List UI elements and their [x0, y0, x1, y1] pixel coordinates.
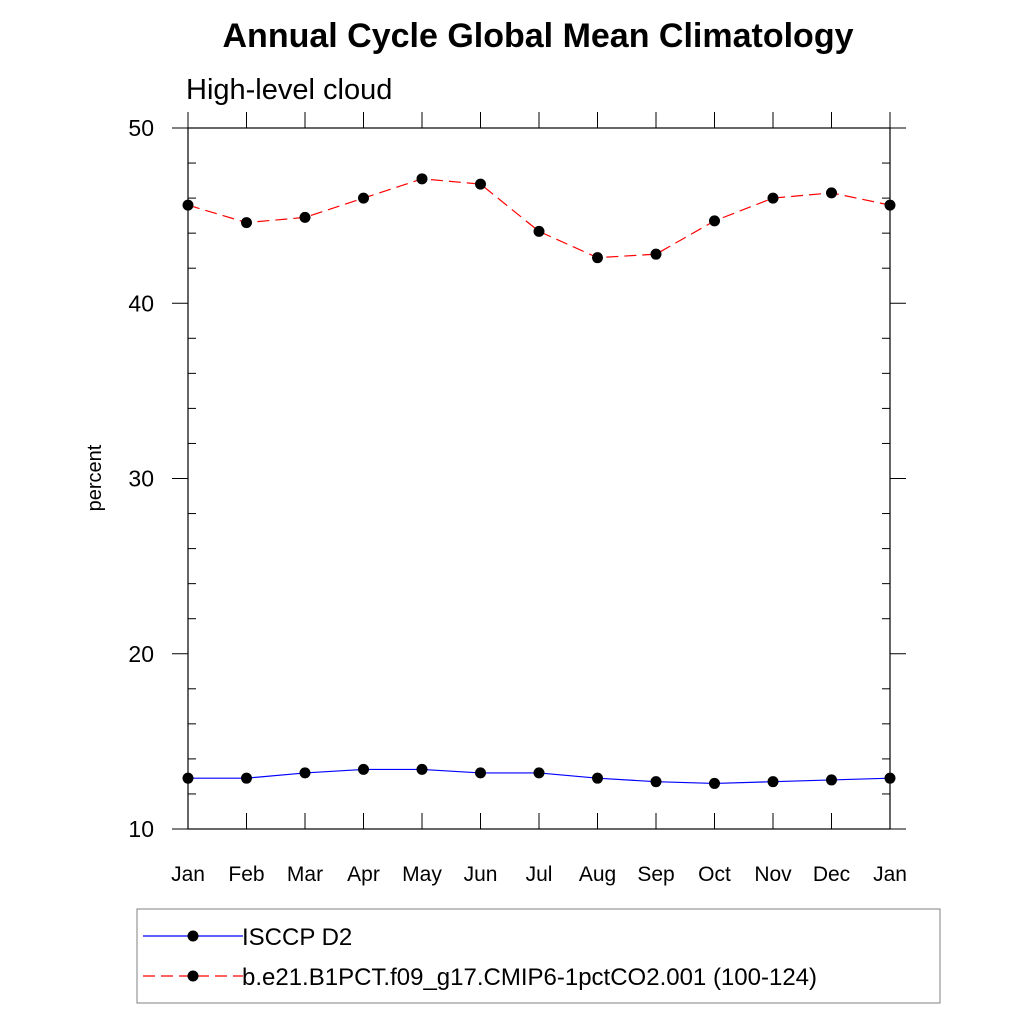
y-axis-label: percent — [84, 444, 106, 511]
series-group — [182, 173, 896, 789]
series-line-2 — [187, 178, 891, 259]
data-point-series-2 — [650, 248, 662, 260]
y-tick-label: 10 — [128, 816, 154, 842]
data-point-series-1 — [416, 763, 428, 775]
data-point-series-2 — [592, 252, 603, 264]
data-point-series-1 — [475, 767, 486, 779]
y-tick-label: 20 — [128, 641, 154, 667]
chart-subtitle: High-level cloud — [186, 74, 392, 106]
data-point-series-1 — [533, 767, 545, 779]
axis-ticks — [172, 112, 906, 830]
data-point-series-2 — [475, 178, 486, 190]
data-point-series-1 — [299, 767, 311, 779]
legend-marker-1 — [187, 930, 199, 942]
chart-title: Annual Cycle Global Mean Climatology — [223, 17, 854, 55]
data-point-series-2 — [416, 173, 428, 185]
data-point-series-2 — [241, 217, 252, 229]
data-point-series-1 — [767, 776, 779, 788]
data-point-series-1 — [650, 776, 662, 788]
x-tick-label: Jan — [873, 863, 907, 886]
data-point-series-2 — [358, 192, 369, 204]
x-tick-label: Jan — [171, 863, 205, 886]
x-tick-label: Mar — [287, 863, 323, 886]
legend-label-2: b.e21.B1PCT.f09_g17.CMIP6-1pctCO2.001 (1… — [242, 964, 817, 991]
data-point-series-2 — [299, 211, 311, 223]
data-point-series-2 — [182, 199, 194, 211]
data-point-series-1 — [884, 772, 896, 784]
legend-marker-2 — [187, 970, 199, 982]
data-point-series-1 — [241, 772, 252, 784]
y-tick-label: 40 — [128, 290, 154, 316]
x-tick-label: Nov — [754, 863, 792, 886]
y-tick-label: 30 — [128, 466, 154, 492]
x-tick-label: Sep — [637, 863, 674, 886]
data-point-series-2 — [884, 199, 896, 211]
y-tick-label: 50 — [128, 115, 154, 141]
data-point-series-1 — [709, 777, 720, 789]
data-point-series-1 — [592, 772, 603, 784]
x-tick-label: Jun — [464, 863, 498, 886]
x-tick-label: Aug — [579, 863, 616, 886]
y-tick-labels: 10 20 30 40 50 — [128, 115, 154, 842]
data-point-series-2 — [709, 215, 720, 227]
data-point-series-2 — [533, 225, 545, 237]
data-point-series-1 — [826, 774, 837, 786]
x-tick-label: Apr — [347, 863, 380, 886]
x-tick-label: May — [402, 863, 442, 886]
x-tick-label: Oct — [698, 863, 731, 886]
data-point-series-2 — [767, 192, 779, 204]
legend-box — [136, 908, 941, 1004]
legend: ISCCP D2 b.e21.B1PCT.f09_g17.CMIP6-1pctCO… — [143, 924, 817, 991]
x-tick-label: Dec — [813, 863, 850, 886]
data-point-series-1 — [358, 763, 369, 775]
data-point-series-2 — [826, 187, 837, 199]
x-tick-label: Jul — [526, 863, 553, 886]
x-tick-label: Feb — [228, 863, 264, 886]
x-tick-labels: Jan Feb Mar Apr May Jun Jul Aug Sep Oct Nov Dec Jan — [171, 863, 907, 886]
data-point-series-1 — [182, 772, 194, 784]
legend-label-1: ISCCP D2 — [242, 924, 352, 951]
